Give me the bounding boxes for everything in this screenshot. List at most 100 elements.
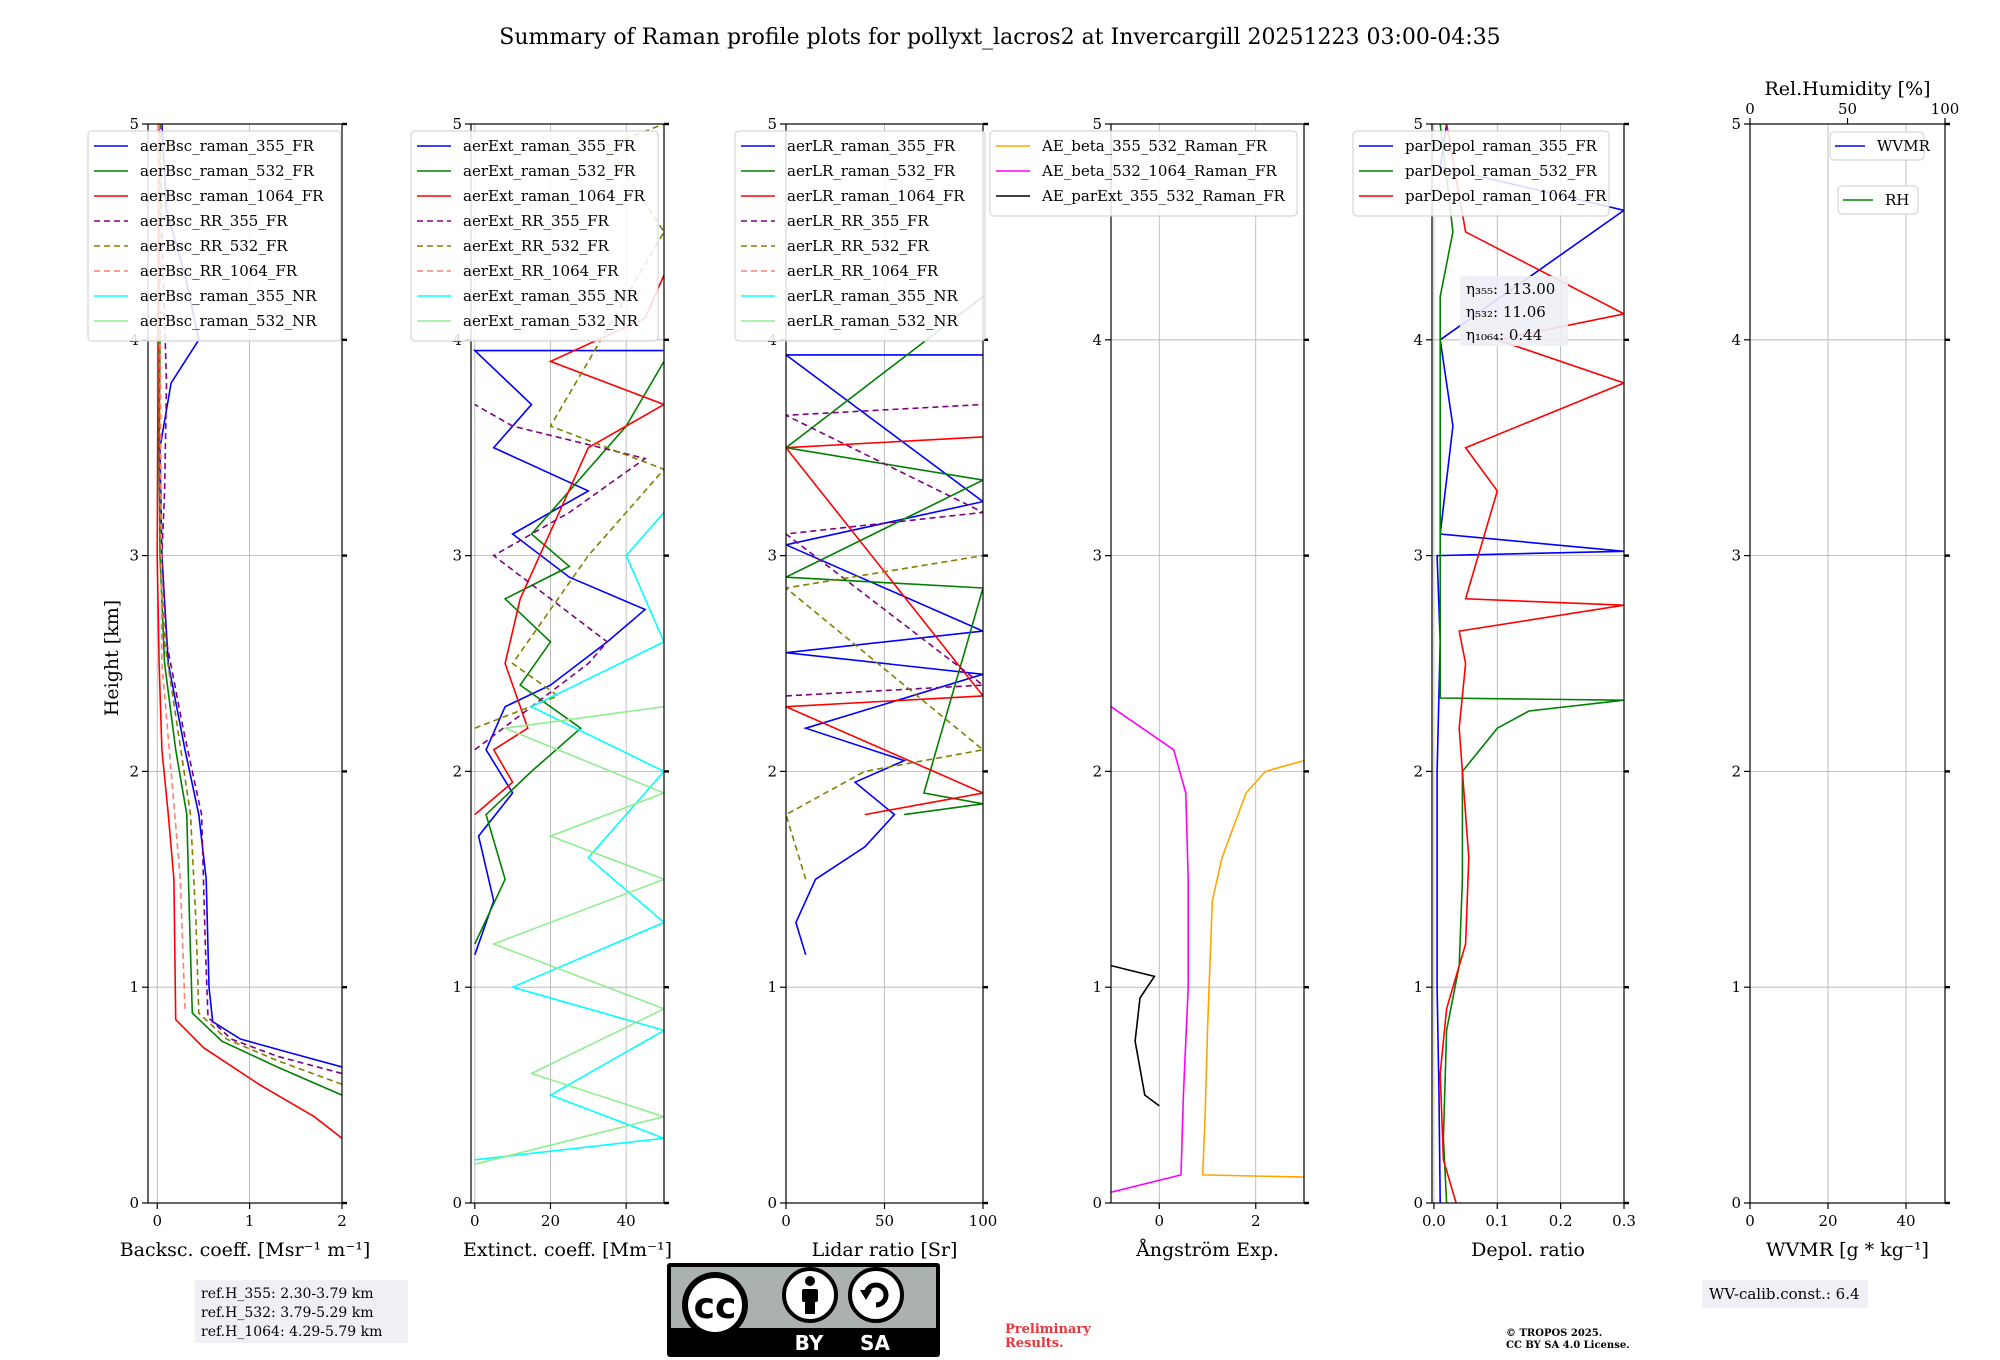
y-tick-label: 5 bbox=[129, 115, 139, 133]
x-tick-label: 0 bbox=[1745, 1212, 1755, 1230]
subplots: 012012345Backsc. coeff. [Msr⁻¹ m⁻¹]aerBs… bbox=[87, 78, 1959, 1261]
subplot-lr: 050100012345Lidar ratio [Sr]aerLR_raman_… bbox=[734, 115, 998, 1261]
series-group-ext bbox=[472, 124, 664, 1165]
y-tick-label: 3 bbox=[129, 547, 139, 565]
series-line-aerExt_raman_355_NR bbox=[474, 511, 664, 1161]
sa-label: SA bbox=[860, 1331, 890, 1355]
y-tick-label: 3 bbox=[1092, 547, 1102, 565]
legend-dep: parDepol_raman_355_FR parDepol_raman_532_… bbox=[1352, 130, 1610, 217]
ref-height-box: ref.H_355: 2.30-3.79 km ref.H_532: 3.79-… bbox=[195, 1280, 408, 1343]
y-tick-label: 0 bbox=[129, 1194, 139, 1212]
x-tick-label: 40 bbox=[1896, 1212, 1915, 1230]
x-tick-label: 20 bbox=[541, 1212, 560, 1230]
y-tick-label: 5 bbox=[1092, 115, 1102, 133]
ref-height-box-bg bbox=[195, 1280, 408, 1343]
series-line-aerBsc_RR_532_FR bbox=[158, 124, 342, 1086]
y-tick-label: 4 bbox=[1731, 331, 1741, 349]
subplot-bsc: 012012345Backsc. coeff. [Msr⁻¹ m⁻¹]aerBs… bbox=[87, 115, 371, 1261]
x-tick-label: 50 bbox=[875, 1212, 894, 1230]
legend-label-aerExt_RR_1064_FR: aerExt_RR_1064_FR bbox=[463, 262, 619, 280]
x-axis-label-ext: Extinct. coeff. [Mm⁻¹] bbox=[463, 1239, 672, 1261]
axes-frame-dep bbox=[1431, 123, 1625, 1204]
legend-label-aerBsc_RR_532_FR: aerBsc_RR_532_FR bbox=[140, 237, 288, 255]
subplot-wv: 0 20 40 0 1 2 3 4 5 WVMR [g * kg⁻¹] 0 50 100Rel.Humi… bbox=[1731, 78, 1959, 1261]
y-tick-label: 1 bbox=[767, 978, 777, 996]
legend-box bbox=[734, 130, 986, 342]
series-line-aerBsc_raman_532_FR bbox=[158, 124, 342, 1096]
legend-label-parDepol_raman_1064_FR: parDepol_raman_1064_FR bbox=[1405, 187, 1607, 205]
axes-frame-ae bbox=[1110, 123, 1305, 1204]
legend-label-parDepol_raman_532_FR: parDepol_raman_532_FR bbox=[1405, 162, 1598, 180]
legend-lr: aerLR_raman_355_FR aerLR_raman_532_FR aerL… bbox=[734, 130, 986, 342]
legend-label-aerExt_raman_532_NR: aerExt_raman_532_NR bbox=[463, 312, 639, 330]
legend-label-aerLR_raman_1064_FR: aerLR_raman_1064_FR bbox=[787, 187, 965, 205]
eta-annotation-bg bbox=[1460, 276, 1568, 346]
x-axis-label-lr: Lidar ratio [Sr] bbox=[812, 1239, 958, 1261]
cc-by-sa-badge[interactable]: cc BY SA bbox=[667, 1263, 940, 1357]
x-tick-label: 40 bbox=[617, 1212, 636, 1230]
legend-label-aerLR_RR_355_FR: aerLR_RR_355_FR bbox=[787, 212, 929, 230]
legend-label-aerBsc_RR_355_FR: aerBsc_RR_355_FR bbox=[140, 212, 288, 230]
legend-ae: AE_beta_355_532_Raman_FR AE_beta_532_1064… bbox=[989, 130, 1298, 217]
axes-frame-bsc bbox=[147, 123, 343, 1204]
by-person-icon bbox=[782, 1267, 838, 1323]
legend-box bbox=[989, 130, 1298, 217]
y-tick-label: 2 bbox=[767, 762, 777, 780]
x-tick-label: 0.3 bbox=[1612, 1212, 1636, 1230]
legend-label-parDepol_raman_355_FR: parDepol_raman_355_FR bbox=[1405, 137, 1598, 155]
legend-label-aerLR_raman_532_FR: aerLR_raman_532_FR bbox=[787, 162, 956, 180]
legend-label-aerBsc_RR_1064_FR: aerBsc_RR_1064_FR bbox=[140, 262, 298, 280]
legend-label-aerExt_raman_355_FR: aerExt_raman_355_FR bbox=[463, 137, 636, 155]
x-tick-label: 100 bbox=[969, 1212, 998, 1230]
series-line-parDepol_raman_532_FR bbox=[1439, 124, 1624, 1203]
top-x-tick-label: 50 bbox=[1838, 100, 1857, 118]
legend-label-AE_beta_532_1064_Raman_FR: AE_beta_532_1064_Raman_FR bbox=[1041, 162, 1277, 180]
preliminary-line2: Results. bbox=[1005, 1336, 1064, 1351]
legend-label-aerLR_RR_1064_FR: aerLR_RR_1064_FR bbox=[787, 262, 939, 280]
legend-box bbox=[1829, 131, 1925, 161]
legend-label-WVMR: WVMR bbox=[1877, 137, 1931, 155]
y-tick-label: 3 bbox=[1413, 547, 1423, 565]
axes-frame-ext bbox=[470, 123, 665, 1204]
y-tick-label: 0 bbox=[767, 1194, 777, 1212]
y-tick-label: 5 bbox=[1731, 115, 1741, 133]
x-axis-label-bsc: Backsc. coeff. [Msr⁻¹ m⁻¹] bbox=[120, 1239, 371, 1261]
x-tick-label: 0.0 bbox=[1422, 1212, 1446, 1230]
series-line-aerLR_raman_532_FR bbox=[786, 295, 983, 816]
x-axis-label-ae: Ångström Exp. bbox=[1135, 1239, 1279, 1261]
x-tick-label: 1 bbox=[245, 1212, 255, 1230]
y-tick-label: 1 bbox=[1092, 978, 1102, 996]
legend-label-aerLR_RR_532_FR: aerLR_RR_532_FR bbox=[787, 237, 929, 255]
series-line-aerExt_raman_1064_FR bbox=[474, 274, 664, 816]
y-tick-label: 2 bbox=[1731, 762, 1741, 780]
copyright-line2: CC BY SA 4.0 License. bbox=[1506, 1340, 1630, 1351]
y-tick-label: 3 bbox=[1731, 547, 1741, 565]
x-tick-label: 0.1 bbox=[1485, 1212, 1509, 1230]
series-line-aerExt_raman_532_FR bbox=[474, 360, 664, 945]
legend-label-aerBsc_raman_355_FR: aerBsc_raman_355_FR bbox=[140, 137, 315, 155]
top-x-tick-label: 100 bbox=[1931, 100, 1960, 118]
legend-wv: RH bbox=[1837, 185, 1919, 215]
legend-label-aerBsc_raman_532_FR: aerBsc_raman_532_FR bbox=[140, 162, 315, 180]
y-tick-label: 5 bbox=[452, 115, 462, 133]
y-tick-label: 3 bbox=[452, 547, 462, 565]
series-line-AE_beta_532_1064_Raman_FR bbox=[1111, 706, 1189, 1193]
eta-value: η₅₃₂: 11.06 bbox=[1466, 303, 1546, 321]
subplot-dep: 0.0 0.1 0.2 0.3 0 1 2 3 4 5 Depol. ratio parDepol_r… bbox=[1352, 115, 1636, 1261]
x-tick-label: 0 bbox=[781, 1212, 791, 1230]
legend-bsc: aerBsc_raman_355_FR aerBsc_raman_532_FRae… bbox=[87, 130, 342, 342]
y-axis-label: Height [km] bbox=[101, 600, 123, 716]
series-line-aerLR_RR_532_FR bbox=[786, 554, 983, 880]
preliminary-line1: Preliminary bbox=[1005, 1322, 1091, 1337]
ref-height-355: ref.H_355: 2.30-3.79 km bbox=[201, 1286, 374, 1302]
y-tick-label: 1 bbox=[1413, 978, 1423, 996]
legend-label-AE_parExt_355_532_Raman_FR: AE_parExt_355_532_Raman_FR bbox=[1041, 187, 1286, 205]
legend-label-aerExt_RR_355_FR: aerExt_RR_355_FR bbox=[463, 212, 610, 230]
figure-title: Summary of Raman profile plots for polly… bbox=[499, 25, 1500, 50]
y-tick-label: 1 bbox=[129, 978, 139, 996]
legend-wv: WVMR bbox=[1829, 131, 1931, 161]
legend-label-aerExt_raman_355_NR: aerExt_raman_355_NR bbox=[463, 287, 639, 305]
series-group-lr bbox=[786, 295, 983, 956]
y-tick-label: 5 bbox=[1413, 115, 1423, 133]
top-x-axis-label: Rel.Humidity [%] bbox=[1764, 78, 1930, 100]
